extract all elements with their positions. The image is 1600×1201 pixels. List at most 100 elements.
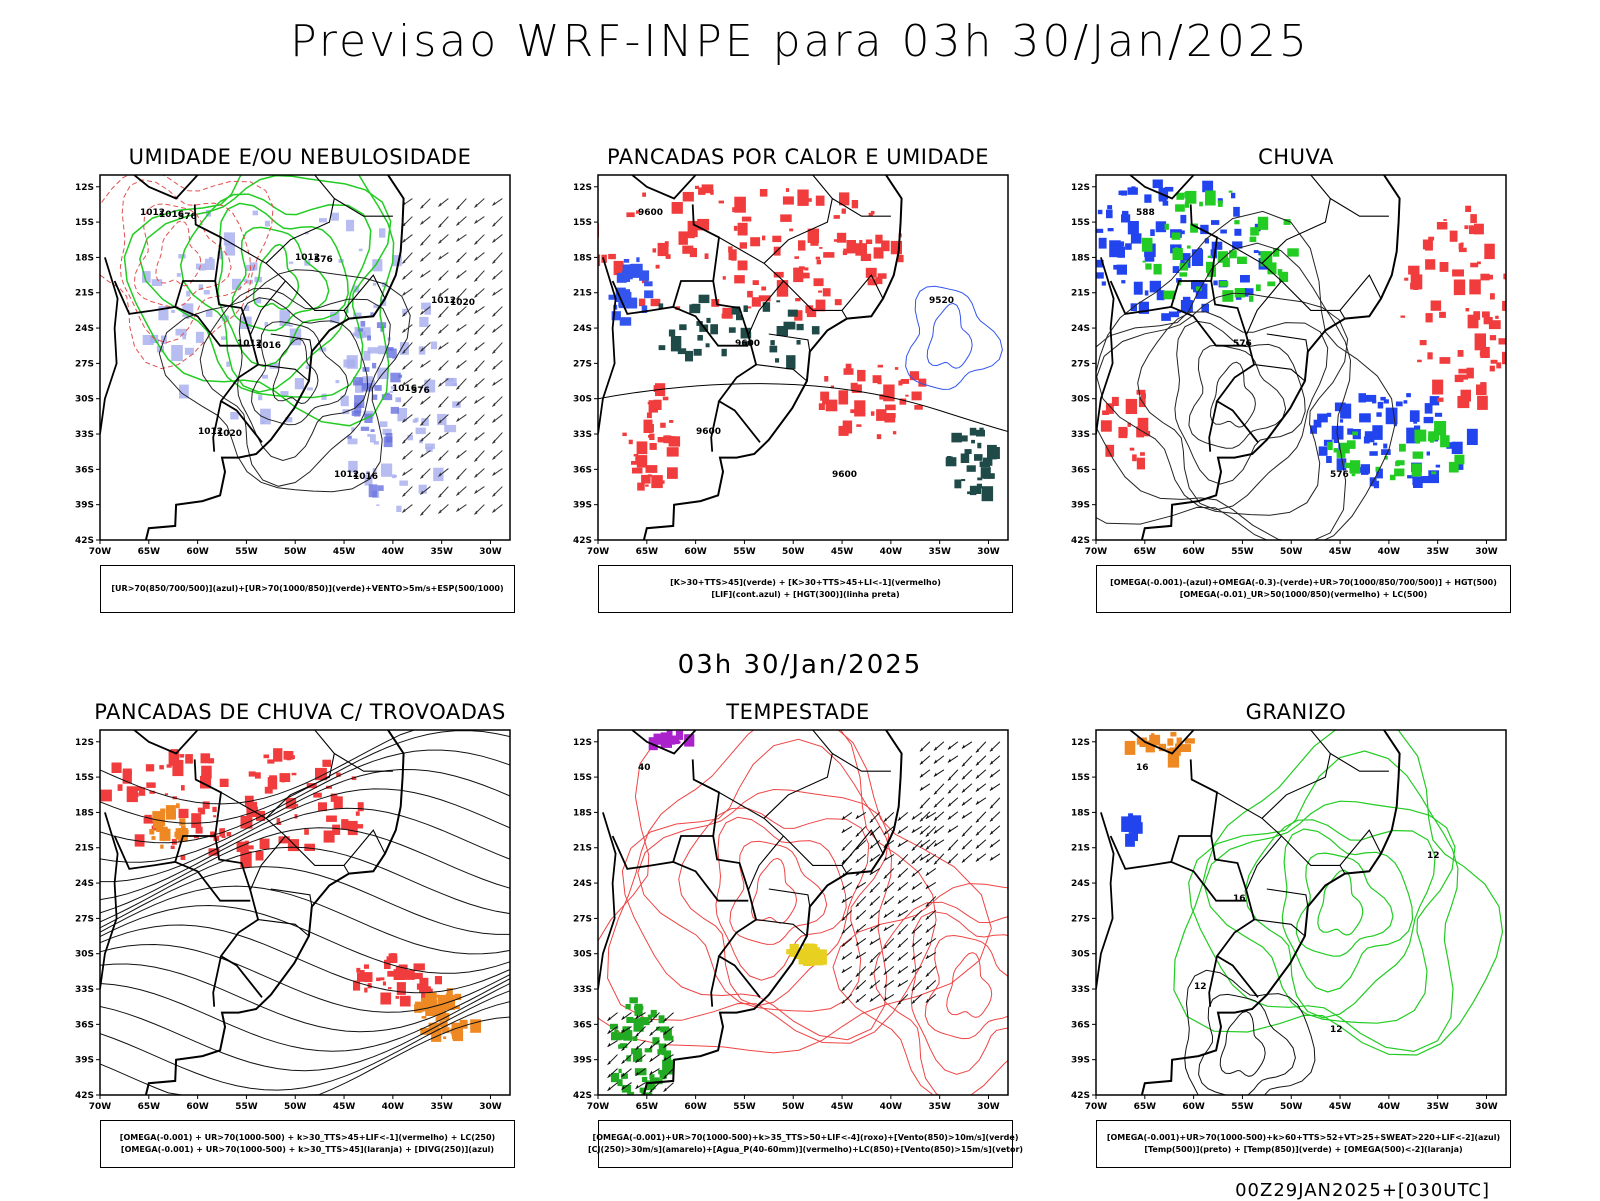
contour-label: 16: [1136, 763, 1149, 773]
wind-vector-head: [438, 435, 442, 440]
wind-vector-head: [456, 475, 460, 480]
rain-cell-heavy: [1176, 192, 1185, 200]
lon-tick-label: 65W: [1134, 547, 1157, 557]
convective-cell: [648, 400, 658, 413]
convective-cell: [761, 286, 767, 291]
storm-cell: [179, 754, 185, 758]
streamline: [100, 990, 510, 1072]
lon-tick-label: 60W: [1182, 547, 1205, 557]
rain-cell-heavy: [1399, 443, 1406, 452]
convective-cell: [657, 437, 666, 443]
storm-cell-orange: [452, 1036, 457, 1040]
instability-cell: [697, 335, 703, 341]
lon-tick-label: 35W: [928, 547, 951, 557]
wind-vector-head: [456, 205, 460, 210]
omega-cell: [1158, 743, 1167, 752]
state-border: [265, 730, 335, 837]
rain-cell: [1380, 396, 1386, 401]
state-border: [285, 835, 350, 874]
convective-cell: [798, 240, 806, 251]
storm-cell-orange: [176, 803, 180, 809]
wind-vector-head: [883, 957, 887, 962]
jet-cell: [803, 945, 809, 950]
wind-vector-head: [474, 256, 478, 261]
state-border: [1266, 333, 1309, 352]
rain-cell: [1240, 275, 1250, 283]
rain-cell: [1231, 192, 1236, 199]
humidity-cell: [289, 328, 302, 346]
convective-cell: [734, 275, 745, 284]
instability-cell: [786, 355, 796, 370]
convective-cell: [785, 188, 790, 192]
humidity-cell-dense: [398, 374, 403, 378]
precip-water-contour: [832, 883, 1008, 1095]
lon-tick-label: 65W: [1134, 1102, 1157, 1112]
convective-cell: [819, 247, 823, 249]
country-border: [212, 400, 222, 452]
severe-cell: [666, 730, 673, 739]
rain-cell-warm: [1136, 457, 1145, 470]
wind-vector-head: [402, 471, 406, 476]
map-frame: [99, 174, 511, 541]
lat-tick-label: 27S: [1071, 359, 1090, 369]
rain-cell: [1172, 266, 1180, 273]
rain-cell-heavy: [1272, 248, 1280, 257]
rain-cell-warm: [1489, 335, 1497, 341]
rain-cell-warm: [1410, 274, 1423, 290]
convective-cell: [833, 239, 838, 242]
rain-cell-warm: [1508, 286, 1520, 296]
lon-tick-label: 55W: [1231, 1102, 1254, 1112]
humidity-cell-dense: [357, 328, 363, 332]
omega-cell: [1145, 740, 1155, 753]
wind-vector-head: [841, 968, 845, 973]
wind-vector-head: [492, 312, 496, 317]
wind-vector-head: [869, 844, 873, 849]
wind-vector-head: [663, 1017, 667, 1022]
convective-cell: [843, 368, 854, 375]
convective-cell: [667, 467, 678, 479]
state-border: [763, 175, 833, 282]
wind-vector-head: [420, 310, 424, 315]
rain-cell-heavy: [1228, 190, 1233, 193]
country-border: [712, 835, 761, 998]
lat-tick-label: 15S: [573, 218, 592, 228]
storm-cell: [396, 982, 406, 995]
wind-vector-head: [456, 237, 460, 242]
humidity-cell: [361, 331, 366, 338]
rain-cell-warm: [1436, 222, 1448, 230]
wind-vector-head: [869, 984, 873, 989]
run-timestamp: 00Z29JAN2025+[030UTC]: [1235, 1180, 1490, 1201]
storm-cell: [264, 786, 273, 794]
lat-tick-label: 15S: [573, 773, 592, 783]
state-border: [334, 753, 393, 772]
wind-vector-head: [420, 453, 424, 458]
rain-cell-heavy: [1255, 284, 1261, 292]
instability-cell: [811, 326, 820, 335]
lon-tick-label: 40W: [880, 1102, 903, 1112]
humidity-cell-dense: [385, 392, 390, 395]
wind-vector-head: [456, 364, 460, 369]
state-border: [1261, 175, 1331, 282]
convective-cell: [739, 242, 747, 249]
wind-vector-head: [989, 830, 993, 835]
map-umidade: 1012101210121012101210121016101610161016…: [75, 174, 511, 557]
rain-cell: [1121, 280, 1126, 284]
rain-cell-heavy: [1431, 471, 1437, 475]
lat-tick-label: 39S: [1071, 501, 1090, 511]
rain-cell-heavy: [1237, 256, 1247, 264]
lon-tick-label: 35W: [1426, 1102, 1449, 1112]
wind-cell: [658, 1015, 665, 1024]
wind-vector-head: [474, 420, 478, 425]
country-border: [1096, 257, 1115, 435]
wind-vector-head: [456, 491, 460, 496]
map-pancadas-calor: 9600960096009520960012S15S18S21S24S27S30…: [573, 174, 1009, 557]
rain-cell-warm: [1480, 273, 1490, 281]
humidity-cell: [262, 374, 268, 379]
lif-contour: [905, 285, 1003, 390]
rain-cell-heavy: [1207, 255, 1213, 258]
rain-cell-heavy: [1172, 248, 1183, 260]
wind-vector-head: [925, 845, 929, 850]
rain-cell-heavy: [1153, 263, 1162, 275]
wind-vector-head: [841, 815, 845, 820]
wind-vector-head: [456, 295, 460, 300]
